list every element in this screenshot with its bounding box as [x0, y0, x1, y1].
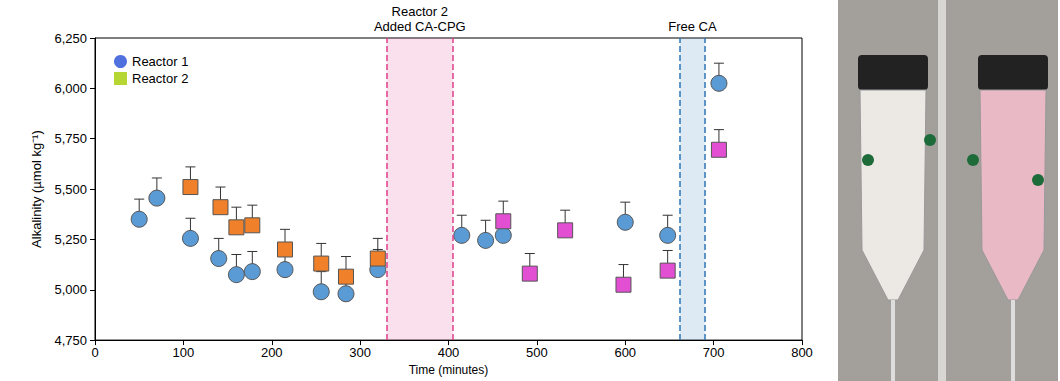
- svg-text:200: 200: [261, 345, 283, 360]
- svg-text:700: 700: [703, 345, 725, 360]
- svg-text:400: 400: [438, 345, 460, 360]
- svg-text:500: 500: [526, 345, 548, 360]
- svg-text:5,500: 5,500: [54, 182, 87, 197]
- svg-text:300: 300: [349, 345, 371, 360]
- svg-text:Alkalinity (µmol kg⁻¹): Alkalinity (µmol kg⁻¹): [29, 130, 44, 248]
- svg-text:Reactor 2: Reactor 2: [392, 4, 448, 19]
- svg-text:600: 600: [614, 345, 636, 360]
- svg-text:6,250: 6,250: [54, 31, 87, 46]
- svg-text:Free CA: Free CA: [668, 19, 717, 34]
- svg-text:5,250: 5,250: [54, 232, 87, 247]
- svg-text:Reactor 1: Reactor 1: [132, 54, 188, 69]
- svg-text:5,000: 5,000: [54, 282, 87, 297]
- svg-text:4,750: 4,750: [54, 333, 87, 348]
- svg-text:6,000: 6,000: [54, 81, 87, 96]
- svg-text:800: 800: [791, 345, 813, 360]
- svg-text:Reactor 2: Reactor 2: [132, 71, 188, 86]
- svg-text:Time (minutes): Time (minutes): [409, 363, 489, 377]
- svg-text:5,750: 5,750: [54, 131, 87, 146]
- svg-text:Added CA-CPG: Added CA-CPG: [374, 19, 466, 34]
- svg-text:0: 0: [91, 345, 98, 360]
- svg-text:100: 100: [173, 345, 195, 360]
